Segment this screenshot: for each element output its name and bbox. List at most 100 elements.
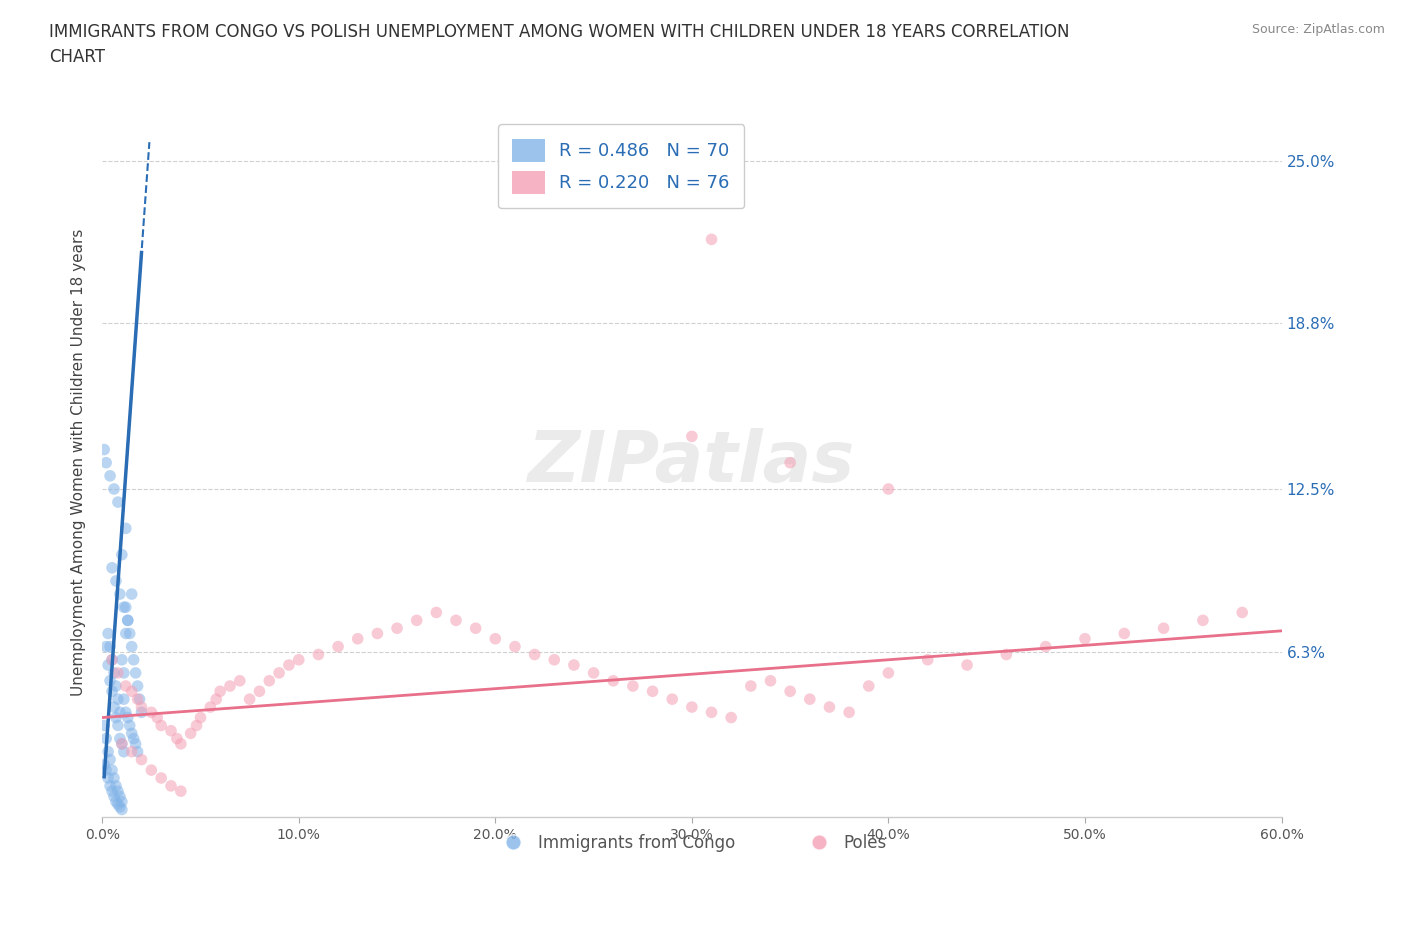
Point [740, 679, 762, 694]
Point [124, 666, 146, 681]
Point [122, 731, 145, 746]
Point [425, 605, 447, 620]
Point [104, 574, 127, 589]
Point [117, 711, 139, 725]
Point [995, 647, 1018, 662]
Point [759, 673, 782, 688]
Point [956, 658, 979, 672]
Point [1192, 613, 1215, 628]
Point [186, 718, 208, 733]
Point [700, 232, 723, 246]
Point [180, 726, 202, 741]
Point [166, 731, 188, 746]
Point [104, 794, 127, 809]
Point [98, 752, 121, 767]
Point [97, 744, 120, 759]
Point [141, 763, 163, 777]
Point [107, 692, 129, 707]
Point [326, 639, 349, 654]
Point [141, 705, 163, 720]
Point [121, 587, 143, 602]
Point [200, 699, 222, 714]
Point [93, 718, 115, 733]
Point [160, 724, 183, 738]
Point [103, 699, 125, 714]
Point [503, 639, 526, 654]
Point [146, 711, 169, 725]
Point [127, 744, 149, 759]
Point [104, 778, 127, 793]
Point [98, 673, 121, 688]
Point [818, 699, 841, 714]
Point [366, 626, 388, 641]
Point [114, 705, 136, 720]
Point [131, 699, 153, 714]
Point [858, 679, 880, 694]
Point [1232, 605, 1254, 620]
Point [112, 692, 135, 707]
Point [259, 673, 281, 688]
Point [108, 587, 131, 602]
Point [104, 679, 127, 694]
Point [111, 802, 134, 817]
Point [779, 456, 801, 471]
Point [94, 763, 117, 777]
Point [101, 652, 124, 667]
Point [98, 469, 121, 484]
Point [124, 737, 146, 751]
Point [111, 737, 134, 751]
Point [111, 737, 134, 751]
Point [385, 621, 408, 636]
Point [103, 482, 125, 497]
Point [118, 718, 141, 733]
Point [205, 692, 228, 707]
Point [107, 784, 129, 799]
Point [128, 692, 150, 707]
Text: IMMIGRANTS FROM CONGO VS POLISH UNEMPLOYMENT AMONG WOMEN WITH CHILDREN UNDER 18 : IMMIGRANTS FROM CONGO VS POLISH UNEMPLOY… [49, 23, 1070, 66]
Point [838, 705, 860, 720]
Legend: Immigrants from Congo, Poles: Immigrants from Congo, Poles [489, 828, 894, 858]
Point [287, 652, 309, 667]
Y-axis label: Unemployment Among Women with Children Under 18 years: Unemployment Among Women with Children U… [72, 229, 86, 697]
Point [190, 711, 212, 725]
Point [170, 737, 193, 751]
Point [562, 658, 585, 672]
Point [346, 631, 368, 646]
Point [661, 692, 683, 707]
Point [602, 673, 624, 688]
Point [131, 752, 153, 767]
Point [621, 679, 644, 694]
Point [107, 797, 129, 812]
Point [131, 705, 153, 720]
Point [121, 744, 143, 759]
Point [444, 613, 467, 628]
Point [108, 800, 131, 815]
Point [117, 613, 139, 628]
Point [121, 684, 143, 698]
Point [94, 456, 117, 471]
Point [108, 731, 131, 746]
Point [98, 778, 121, 793]
Point [917, 652, 939, 667]
Point [700, 705, 723, 720]
Point [239, 692, 262, 707]
Point [107, 718, 129, 733]
Point [1114, 626, 1136, 641]
Point [108, 789, 131, 804]
Point [118, 626, 141, 641]
Point [484, 631, 506, 646]
Point [103, 666, 125, 681]
Point [1035, 639, 1057, 654]
Point [720, 711, 742, 725]
Point [229, 673, 252, 688]
Point [112, 744, 135, 759]
Point [523, 647, 546, 662]
Point [107, 495, 129, 510]
Point [101, 652, 124, 667]
Point [103, 771, 125, 786]
Point [114, 521, 136, 536]
Point [877, 666, 900, 681]
Point [269, 666, 291, 681]
Point [405, 613, 427, 628]
Point [111, 794, 134, 809]
